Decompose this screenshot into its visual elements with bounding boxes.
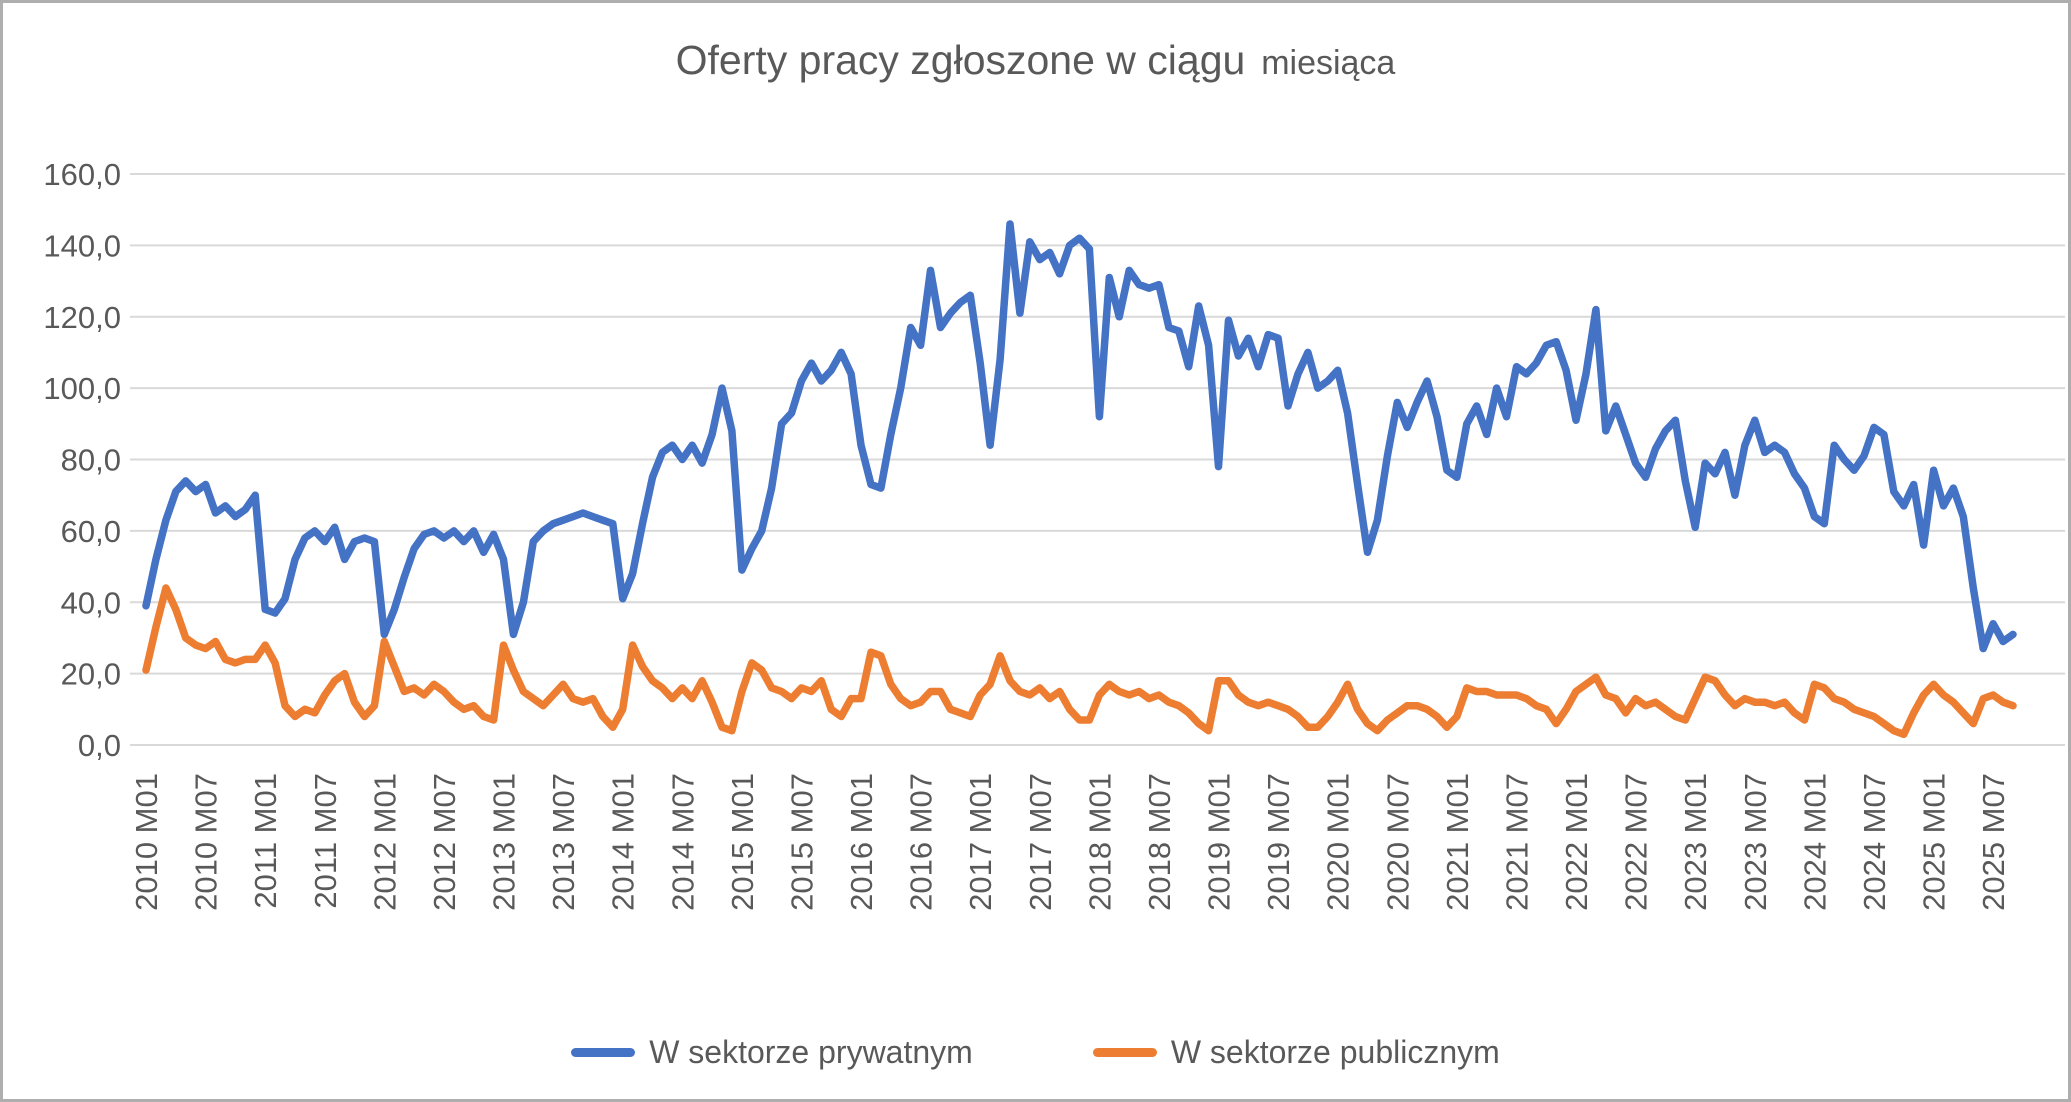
- x-axis-tick-label: 2020 M07: [1380, 773, 1415, 911]
- x-axis-tick-label: 2012 M01: [367, 773, 402, 911]
- x-axis-tick-label: 2016 M01: [844, 773, 879, 911]
- x-axis-tick-label: 2014 M07: [665, 773, 700, 911]
- line-chart-plot: 0,0 20,0 40,0 60,0 80,0 100,0 120,0 140,0 160,0 2…: [43, 157, 2065, 911]
- y-axis-tick-label: 120,0: [43, 300, 121, 335]
- x-axis-tick-label: 2017 M01: [963, 773, 998, 911]
- private-series-swatch-icon: [571, 1048, 636, 1057]
- x-axis-tick-label: 2021 M07: [1499, 773, 1534, 911]
- x-axis-tick-label: 2012 M07: [427, 773, 462, 911]
- x-axis-tick-label: 2011 M07: [308, 773, 343, 909]
- y-axis-tick-label: 160,0: [43, 157, 121, 192]
- y-axis-tick-label: 20,0: [61, 657, 121, 692]
- x-axis-tick-label: 2020 M01: [1321, 773, 1356, 911]
- legend-item-private: W sektorze prywatnym: [571, 1034, 973, 1071]
- x-axis-tick-label: 2025 M07: [1976, 773, 2011, 911]
- x-axis-tick-label: 2014 M01: [606, 773, 641, 911]
- chart-title-small: miesiąca: [1261, 44, 1396, 82]
- y-axis-tick-label: 100,0: [43, 371, 121, 406]
- chart-title: Oferty pracy zgłoszone w ciągu miesiąca: [3, 37, 2068, 84]
- legend-label-public: W sektorze publicznym: [1170, 1034, 1500, 1070]
- x-axis-tick-label: 2013 M01: [487, 773, 522, 911]
- x-axis-tick-label: 2011 M01: [248, 773, 283, 909]
- x-axis-tick-label: 2017 M07: [1023, 773, 1058, 911]
- y-axis-tick-label: 0,0: [78, 728, 121, 763]
- x-axis-tick-label: 2019 M07: [1261, 773, 1296, 911]
- x-axis-tick-label: 2024 M07: [1857, 773, 1892, 911]
- x-axis-tick-label: 2013 M07: [546, 773, 581, 911]
- chart-title-main: Oferty pracy zgłoszone w ciągu: [675, 37, 1246, 83]
- x-axis-tick-label: 2024 M01: [1797, 773, 1832, 911]
- x-axis-tick-label: 2016 M07: [904, 773, 939, 911]
- y-axis-tick-label: 40,0: [61, 585, 121, 620]
- x-axis-tick-label: 2010 M01: [129, 773, 164, 911]
- public-sector-line: [142, 584, 2017, 739]
- chart-legend: W sektorze prywatnym W sektorze publiczn…: [3, 1034, 2068, 1071]
- y-axis-tick-label: 80,0: [61, 443, 121, 478]
- x-axis-tick-label: 2023 M01: [1678, 773, 1713, 911]
- x-axis-tick-label: 2015 M01: [725, 773, 760, 911]
- x-axis-tick-label: 2015 M07: [784, 773, 819, 911]
- y-axis-tick-label: 60,0: [61, 514, 121, 549]
- public-series-swatch-icon: [1092, 1048, 1157, 1057]
- x-axis-tick-label: 2010 M07: [189, 773, 224, 911]
- x-axis-tick-label: 2022 M01: [1559, 773, 1594, 911]
- x-axis-tick-label: 2019 M01: [1202, 773, 1237, 911]
- x-axis-tick-label: 2018 M01: [1082, 773, 1117, 911]
- x-axis-tick-label: 2022 M07: [1619, 773, 1654, 911]
- x-axis-tick-label: 2018 M07: [1142, 773, 1177, 911]
- x-axis-tick-label: 2025 M01: [1917, 773, 1952, 911]
- y-axis-tick-label: 140,0: [43, 228, 121, 263]
- private-sector-line: [142, 220, 2017, 653]
- x-axis-tick-label: 2023 M07: [1738, 773, 1773, 911]
- legend-label-private: W sektorze prywatnym: [649, 1034, 973, 1070]
- x-axis-tick-label: 2021 M01: [1440, 773, 1475, 911]
- legend-item-public: W sektorze publicznym: [1092, 1034, 1500, 1071]
